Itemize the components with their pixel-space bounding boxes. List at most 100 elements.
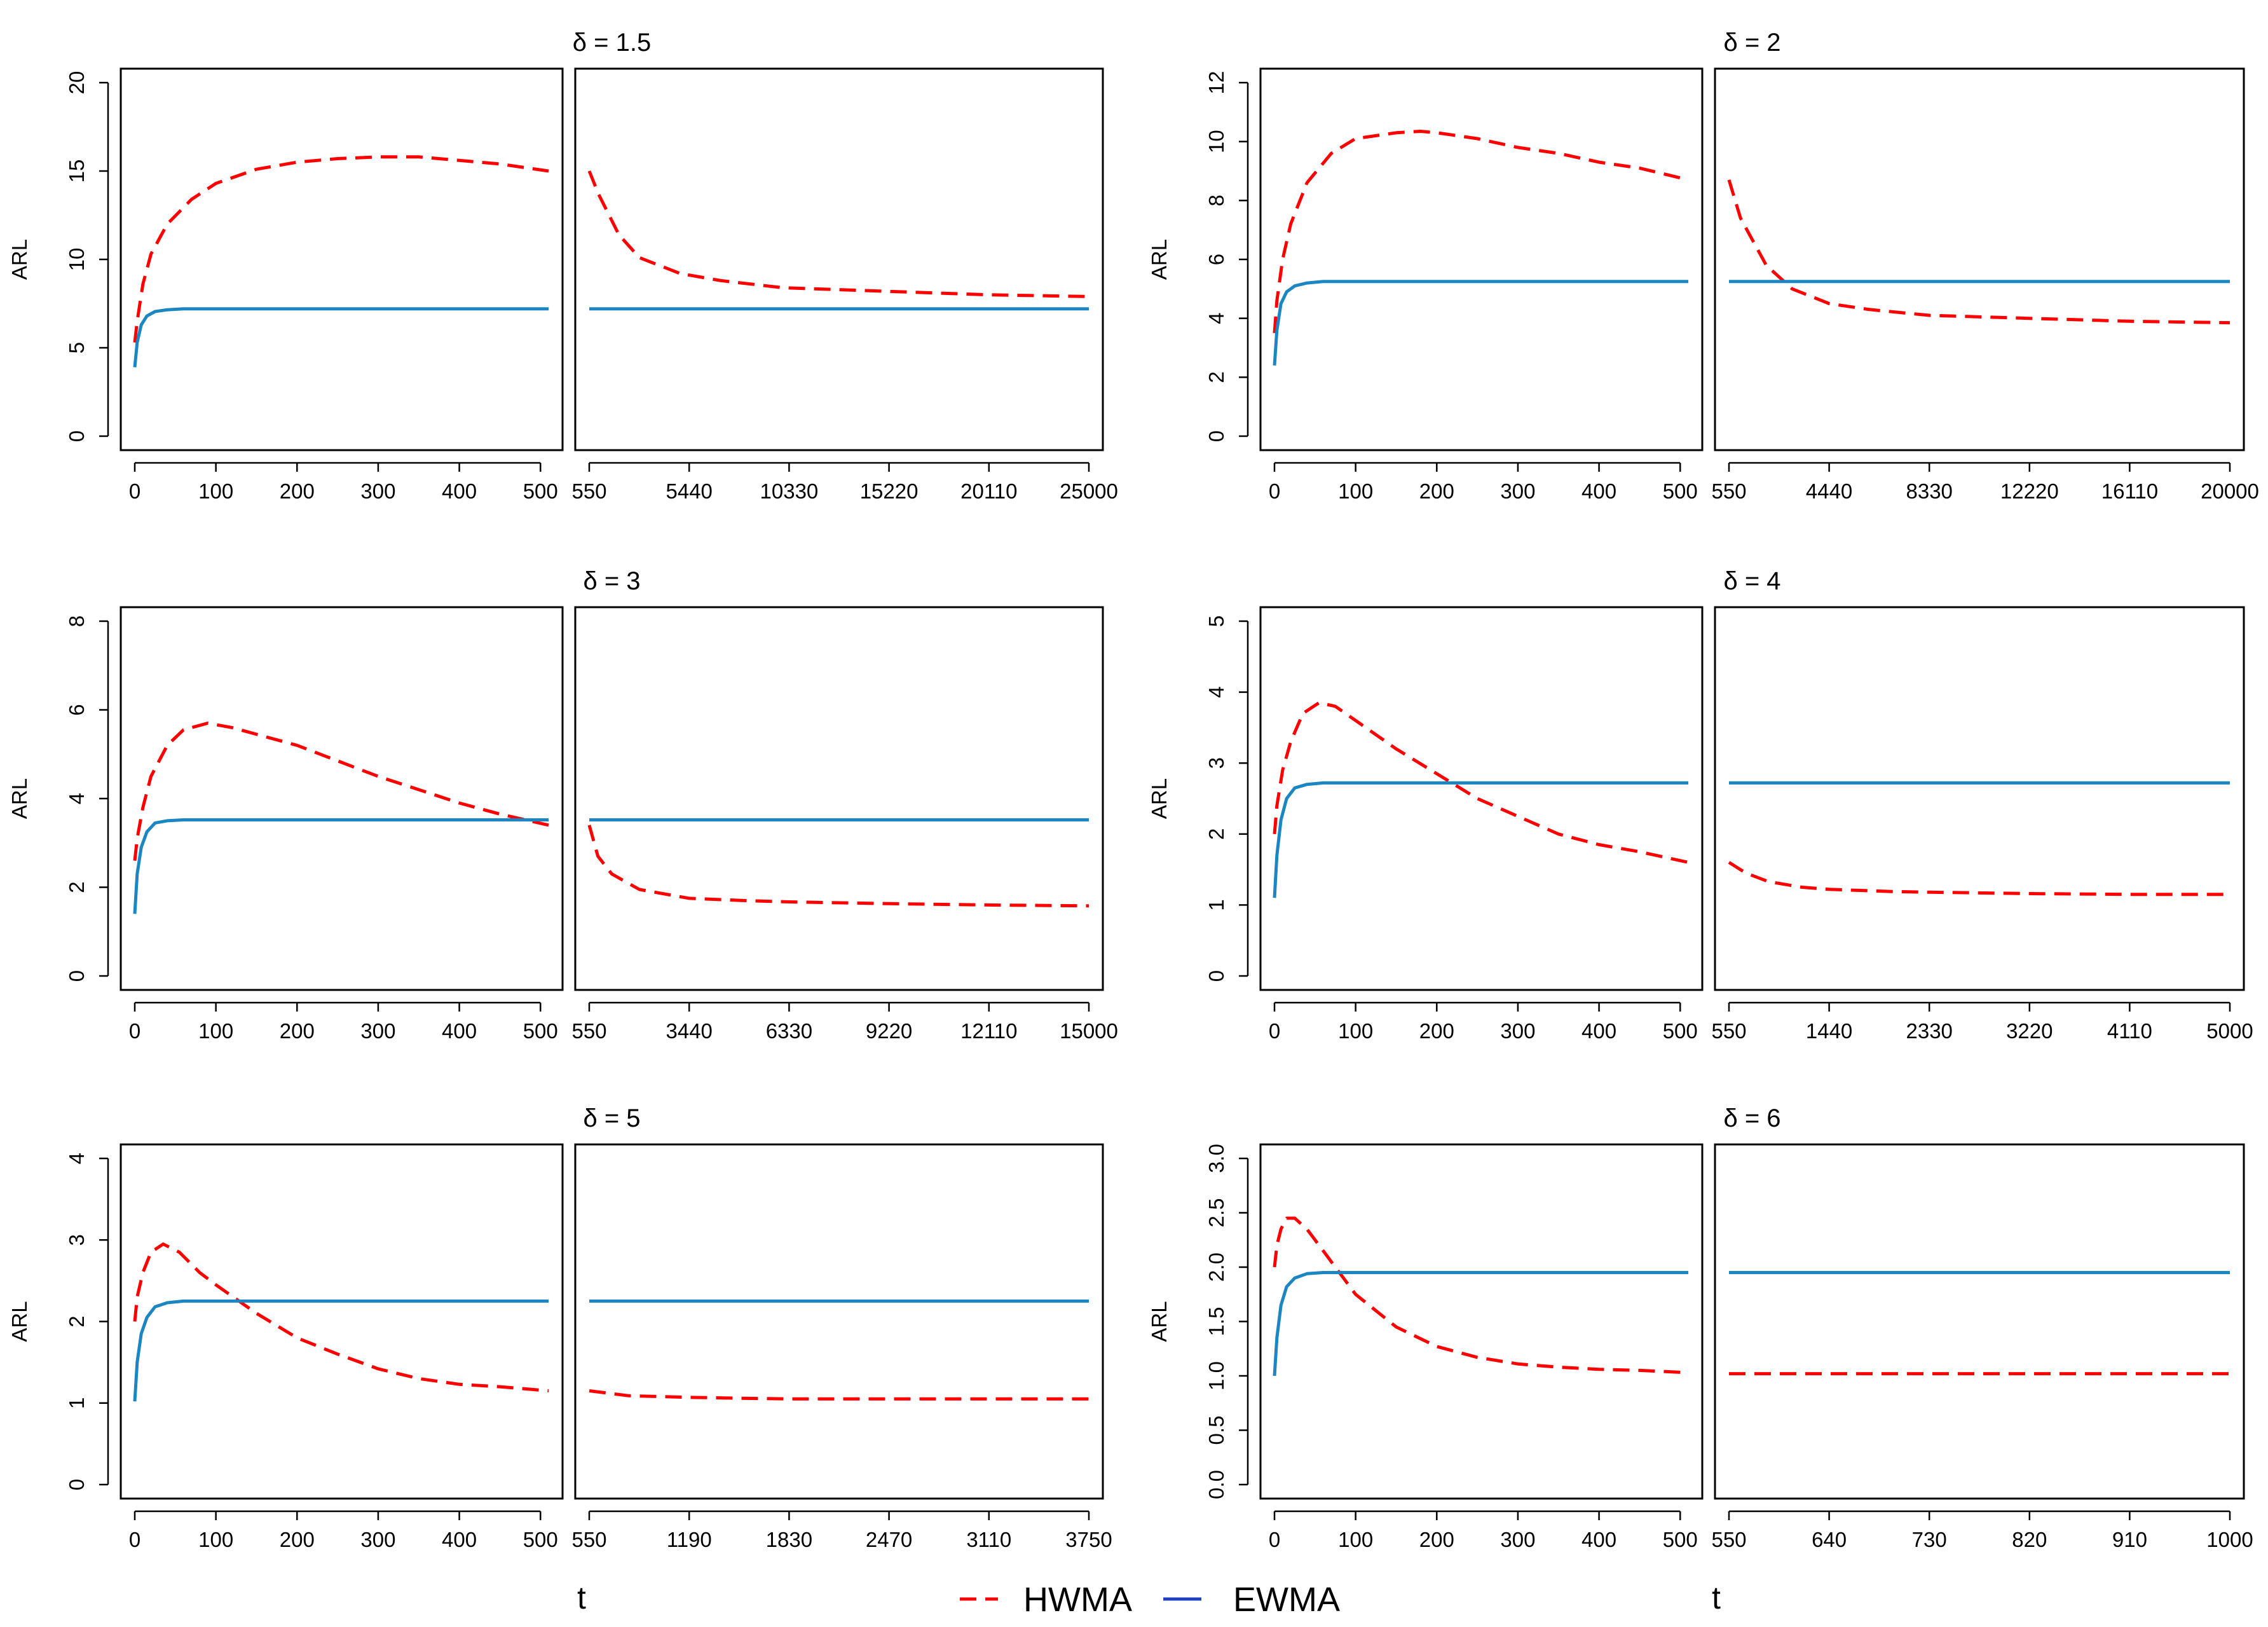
y-tick-label: 15 (65, 160, 88, 183)
y-tick-label: 0 (1205, 970, 1228, 982)
y-tick-label: 2 (1205, 828, 1228, 840)
y-tick-label: 0 (65, 970, 88, 982)
y-tick-label: 3 (1205, 757, 1228, 769)
legend: HWMA EWMA (960, 1581, 1340, 1619)
panel-left-frame (120, 67, 564, 451)
x-tick-label: 500 (1663, 1019, 1698, 1043)
chart-1: δ = 1.5 0 5 10 15 20 ARL 0 100 200 300 400 500 550 544… (8, 29, 1118, 503)
chart-5: δ = 5 0 1 2 3 4 ARL 0 100 200 300 400 500 550 1190 1830… (8, 1104, 1112, 1551)
y-axis-label: ARL (8, 778, 31, 819)
chart-title: δ = 6 (1723, 1104, 1780, 1132)
x-tick-label: 500 (523, 479, 558, 503)
chart-title: δ = 4 (1723, 567, 1780, 595)
y-tick-label: 10 (65, 248, 88, 271)
x-tick-label: 1440 (1806, 1019, 1852, 1043)
hwma-line-left (1273, 1216, 1689, 1375)
ewma-line-left (1273, 280, 1688, 366)
y-tick-label: 2.5 (1205, 1198, 1228, 1228)
x-tick-label: 200 (1419, 479, 1454, 503)
y-tick-label: 3.0 (1205, 1144, 1228, 1173)
legend-hwma-label: HWMA (1023, 1581, 1132, 1619)
ewma-line-left (133, 307, 549, 367)
panel-right-frame (574, 67, 1104, 451)
x-tick-label: 730 (1912, 1528, 1947, 1551)
panel-right-frame (574, 1143, 1104, 1500)
x-tick-label: 100 (198, 1019, 233, 1043)
x-tick-label: 550 (571, 479, 606, 503)
x-tick-label: 300 (360, 1528, 395, 1551)
chart-title: δ = 1.5 (573, 29, 651, 57)
x-tick-label: 100 (1338, 479, 1373, 503)
x-tick-label: 200 (280, 1528, 315, 1551)
x-tick-label: 3110 (966, 1528, 1011, 1551)
hwma-line-left (1273, 701, 1689, 864)
x-tick-label: 16110 (2101, 479, 2158, 503)
x-tick-label: 12110 (960, 1019, 1017, 1043)
x-tick-label: 3750 (1065, 1528, 1112, 1551)
y-tick-label: 4 (1205, 686, 1228, 697)
x-axis-label-left: t (577, 1580, 586, 1616)
x-tick-label: 5440 (666, 479, 712, 503)
y-tick-label: 5 (1205, 615, 1228, 627)
y-tick-label: 6 (65, 704, 88, 715)
x-tick-label: 0 (129, 479, 140, 503)
y-tick-label: 2 (65, 1315, 88, 1327)
y-tick-label: 1.5 (1205, 1307, 1228, 1336)
y-tick-label: 5 (65, 342, 88, 354)
chart-4: δ = 4 0 1 2 3 4 5 ARL 0 100 200 300 400 500 550 1440 233… (1147, 567, 2253, 1043)
legend-ewma-label: EWMA (1233, 1581, 1340, 1619)
x-axis-label-right: t (1712, 1580, 1721, 1616)
y-tick-label: 2 (65, 881, 88, 893)
x-tick-label: 1830 (766, 1528, 812, 1551)
x-tick-label: 500 (1663, 479, 1698, 503)
x-tick-label: 12220 (2000, 479, 2059, 503)
hwma-line-left (1273, 130, 1689, 333)
chart-2: δ = 2 0 2 4 6 8 10 12 ARL 0 100 200 300 400 500 550 4440… (1147, 29, 2259, 503)
panel-left-frame (120, 1143, 564, 1500)
y-axis-label: ARL (8, 239, 31, 280)
hwma-line-right (1727, 179, 2230, 325)
x-tick-label: 910 (2112, 1528, 2147, 1551)
hwma-line-left (133, 155, 549, 343)
panel-right-frame (1714, 606, 2245, 991)
y-tick-label: 8 (1205, 195, 1228, 206)
y-tick-label: 1 (65, 1397, 88, 1409)
ewma-line-left (1273, 781, 1688, 898)
y-tick-label: 1.0 (1205, 1361, 1228, 1390)
x-tick-label: 200 (280, 479, 315, 503)
y-tick-label: 0 (65, 1479, 88, 1490)
y-tick-label: 4 (65, 1153, 88, 1164)
y-tick-label: 0 (1205, 430, 1228, 442)
x-tick-label: 3220 (2006, 1019, 2053, 1043)
x-tick-label: 0 (129, 1528, 140, 1551)
x-tick-label: 15220 (860, 479, 919, 503)
x-tick-label: 10330 (760, 479, 819, 503)
x-tick-label: 640 (1812, 1528, 1847, 1551)
panel-left-frame (1259, 1143, 1704, 1500)
x-tick-label: 0 (1269, 1019, 1280, 1043)
x-tick-label: 20110 (960, 479, 1017, 503)
panel-left-frame (1259, 67, 1704, 451)
y-tick-label: 12 (1205, 71, 1228, 95)
hwma-line-left (133, 1242, 549, 1392)
y-tick-label: 3 (65, 1234, 88, 1246)
y-tick-label: 20 (65, 71, 88, 95)
x-tick-label: 400 (442, 479, 477, 503)
y-tick-label: 2 (1205, 371, 1228, 383)
x-tick-label: 550 (571, 1528, 606, 1551)
x-tick-label: 300 (1500, 1528, 1535, 1551)
y-tick-label: 0.5 (1205, 1416, 1228, 1445)
x-tick-label: 820 (2012, 1528, 2047, 1551)
x-tick-label: 500 (523, 1019, 558, 1043)
y-tick-label: 1 (1205, 899, 1228, 910)
x-tick-label: 5000 (2206, 1019, 2253, 1043)
x-tick-label: 15000 (1060, 1019, 1118, 1043)
x-tick-label: 550 (1711, 1019, 1746, 1043)
chart-6: δ = 6 0.0 0.5 1.0 1.5 2.0 2.5 3.0 ARL 0 100 200 300 4… (1147, 1104, 2253, 1551)
y-axis-label: ARL (8, 1301, 31, 1342)
chart-title: δ = 5 (583, 1104, 640, 1132)
x-tick-label: 25000 (1060, 479, 1118, 503)
x-tick-label: 300 (360, 479, 395, 503)
